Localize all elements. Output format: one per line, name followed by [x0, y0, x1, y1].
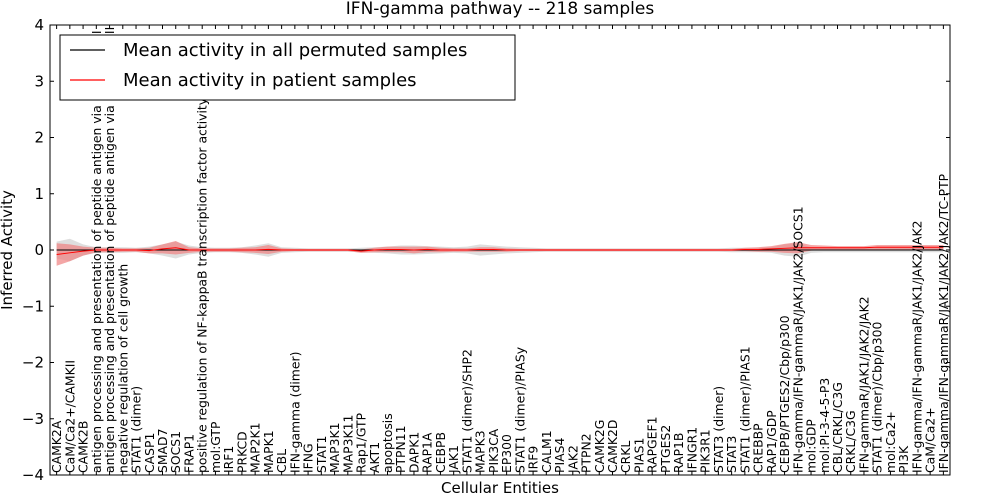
x-tick-label: RAP1A	[420, 432, 435, 473]
legend-box	[59, 34, 516, 101]
x-tick-label: CREBBP	[751, 423, 766, 473]
x-tick-label: STAT1	[314, 436, 329, 473]
x-tick-label: EP300	[499, 434, 514, 473]
x-tick-label: IFN-gamma/IFN-gammaR/JAK1/JAK2/JAK2	[909, 221, 924, 474]
x-tick-label: MAPK1	[261, 430, 276, 473]
y-tick-label: −1	[22, 297, 44, 315]
x-tick-label: positive regulation of NF-kappaB transcr…	[195, 98, 210, 473]
x-tick-label: CEBPB	[433, 432, 448, 473]
x-tick-label: IFN-gamma (dimer)	[287, 352, 302, 473]
x-tick-label: apoptosis	[380, 413, 395, 473]
legend: Mean activity in all permuted samples Me…	[59, 34, 516, 101]
x-tick-label: STAT1 (dimer)/SHP2	[459, 349, 474, 473]
x-tick-label: PIK3R1	[698, 429, 713, 473]
x-tick-label: RAPGEF1	[645, 417, 660, 474]
x-tick-label: mol:GDP	[804, 419, 819, 473]
x-tick-label: mol:GTP	[208, 421, 223, 473]
x-tick-label: STAT1 (dimer)	[129, 386, 144, 473]
patient-mean-line	[56, 246, 944, 255]
x-tick-label: IRF1	[221, 446, 236, 473]
x-tick-label: IFNG	[301, 443, 316, 473]
x-tick-label: MAP3K1	[327, 422, 342, 473]
x-tick-label: RAP1B	[671, 433, 686, 473]
y-tick-label: 0	[34, 241, 44, 259]
x-tick-label: CaM/Ca2+	[923, 407, 938, 473]
x-tick-label: PIAS1	[631, 438, 646, 473]
x-tick-label: CAMK2D	[605, 420, 620, 473]
x-tick-label: PTPN2	[579, 433, 594, 473]
x-tick-label: CEBPB/PTGES2/Cbp/p300	[777, 315, 792, 473]
x-tick-label: antigen processing and presentation of p…	[89, 30, 104, 473]
x-tick-label: Rap1/GTP	[354, 412, 369, 473]
x-tick-label: IFN-gamma/IFN-gammaR/JAK1/JAK2/JAK2/TC-P…	[936, 173, 951, 473]
x-tick-label: MAP3K11	[340, 415, 355, 473]
x-tick-label: PIAS4	[552, 438, 567, 473]
x-tick-label: PI3K	[896, 445, 911, 473]
x-tick-label: CaM/Ca2+/CAMKII	[62, 360, 77, 473]
x-tick-label: PIK3CA	[486, 428, 501, 473]
x-tick-label: CAMK2A	[49, 420, 64, 473]
x-tick-label: STAT1 (dimer)/PIASy	[512, 347, 527, 473]
x-tick-label: IRF9	[526, 446, 541, 473]
x-tick-label: FRAP1	[181, 434, 196, 473]
y-tick-label: −4	[22, 466, 44, 484]
x-tick-label: CRKL/C3G	[843, 410, 858, 473]
x-tick-label: SMAD7	[155, 429, 170, 473]
x-tick-label: mol:PI-3-4-5-P3	[817, 378, 832, 473]
x-tick-label: CBL/CRKL/C3G	[830, 382, 845, 473]
x-tick-label: IFN-gammaR/JAK1/JAK2/JAK2	[856, 296, 871, 473]
x-tick-label: DAPK1	[406, 432, 421, 473]
y-tick-label: 4	[34, 16, 44, 34]
x-tick-label: RAP1/GDP	[764, 410, 779, 473]
x-tick-label: CALM1	[539, 430, 554, 473]
x-tick-label: CAMK2G	[592, 420, 607, 473]
y-tick-label: 3	[34, 72, 44, 90]
y-axis-label: Inferred Activity	[0, 190, 16, 310]
x-tick-label: CAMK2B	[76, 421, 91, 473]
x-tick-label: CASP1	[142, 433, 157, 473]
x-tick-label: SOCS1	[168, 431, 183, 473]
x-tick-label: MAPK3	[473, 430, 488, 473]
y-tick-label: −3	[22, 410, 44, 428]
x-tick-label: antigen processing and presentation of p…	[102, 27, 117, 473]
x-tick-label: CBL	[274, 449, 289, 473]
x-tick-label: PTGES2	[658, 425, 673, 473]
x-tick-label: JAK2	[565, 445, 580, 474]
x-tick-label: PRKCD	[234, 431, 249, 473]
x-tick-label: IFN-gamma/IFN-gammaR/JAK1/JAK2/SOCS1	[790, 206, 805, 473]
legend-label-permuted: Mean activity in all permuted samples	[123, 40, 467, 61]
y-tick-label: 1	[34, 185, 44, 203]
x-tick-label: STAT3	[724, 436, 739, 473]
x-tick-label: JAK1	[446, 445, 461, 474]
x-tick-label: mol:Ca2+	[883, 411, 898, 473]
chart-title: IFN-gamma pathway -- 218 samples	[346, 0, 655, 19]
legend-label-patient: Mean activity in patient samples	[123, 70, 417, 91]
x-axis-label: Cellular Entities	[441, 479, 559, 497]
y-tick-label: 2	[34, 129, 44, 147]
x-tick-label: IFNGR1	[684, 427, 699, 473]
x-tick-label: STAT1 (dimer)/PIAS1	[737, 346, 752, 473]
x-tick-label: STAT1 (dimer)/Cbp/p300	[870, 321, 885, 473]
plot-area: −4 −3 −2 −1 0 1 2 3 4 CAMK2ACaM/Ca2+/CAMKIICAMK2B…	[22, 16, 951, 484]
x-tick-label: STAT3 (dimer)	[711, 386, 726, 473]
x-tick-label: AKT1	[367, 442, 382, 473]
x-tick-label: CRKL	[618, 441, 633, 473]
x-tick-label: negative regulation of cell growth	[115, 264, 130, 473]
x-tick-label: PTPN11	[393, 425, 408, 473]
y-tick-label: −2	[22, 354, 44, 372]
x-tick-label: MAP2K1	[248, 422, 263, 473]
